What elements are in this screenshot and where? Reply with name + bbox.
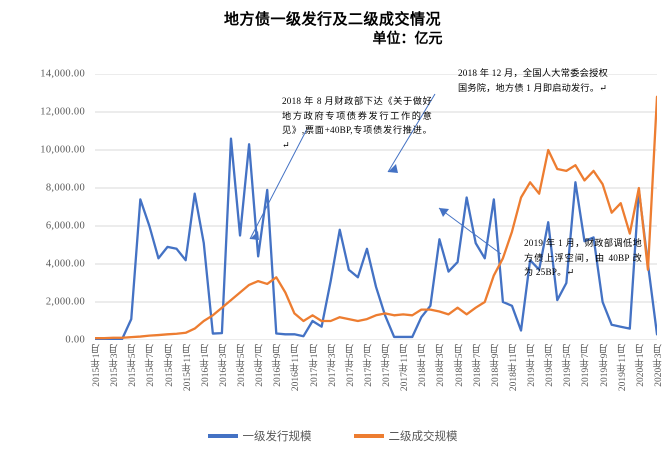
x-axis-tick-label: 2015年9月 — [164, 344, 175, 387]
x-axis-tick-label: 2016年1月 — [200, 344, 211, 387]
x-axis-tick-label: 2019年5月 — [563, 344, 574, 387]
x-axis-tick-label: 2015年7月 — [146, 344, 157, 387]
x-axis-tick-label: 2018年5月 — [454, 344, 465, 387]
chart-plot-svg — [95, 74, 657, 340]
x-axis: 2015年1月 2015年3月 2015年5月 2015年7月 2015年9月 2015年… — [92, 342, 664, 422]
x-axis-tick-label: 2015年5月 — [128, 344, 139, 387]
y-axis-tick-label: 6,000.00 — [45, 220, 85, 232]
legend-swatch-icon — [353, 434, 384, 438]
series-line-secondary — [95, 95, 657, 340]
y-axis-tick-label: 10,000.00 — [40, 144, 85, 156]
legend-item-primary[interactable]: 一级发行规模 — [207, 428, 312, 444]
y-axis-tick-label: 14,000.00 — [40, 68, 85, 80]
x-axis-tick-label: 2017年3月 — [327, 344, 338, 387]
x-axis-tick-label: 2018年11月 — [508, 344, 519, 392]
x-axis-tick-label: 2019年9月 — [599, 344, 610, 387]
annotation-policy-2018-08: 2018 年 8 月财政部下达《关于做好地方政府专项债券发行工作的意见》,票面+… — [282, 96, 432, 150]
x-axis-tick-label: 2019年11月 — [617, 344, 628, 392]
leader-line-2 — [387, 93, 436, 173]
x-axis-tick-label: 2017年1月 — [309, 344, 320, 387]
x-axis-tick-label: 2017年11月 — [400, 344, 411, 392]
leader-arrow-3 — [439, 208, 449, 217]
y-axis-tick-label: 12,000.00 — [40, 106, 85, 118]
leader-line-3 — [438, 207, 502, 255]
chart-legend: 一级发行规模 二级成交规模 — [0, 428, 665, 444]
legend-label: 一级发行规模 — [242, 431, 312, 443]
y-axis: 0.00 2,000.00 4,000.00 6,000.00 8,000.00 10,0… — [0, 69, 90, 346]
x-axis-tick-label: 2016年9月 — [273, 344, 284, 387]
annotation-leader-lines — [249, 93, 502, 255]
x-axis-tick-label: 2017年9月 — [382, 344, 393, 387]
x-axis-tick-label: 2020年3月 — [654, 344, 664, 387]
chart-subtitle: 单位：亿元 — [372, 32, 443, 47]
x-axis-tick-label: 2016年11月 — [291, 344, 302, 392]
series-lines — [95, 95, 657, 340]
y-axis-tick-label: 2,000.00 — [45, 296, 85, 308]
annotation-policy-2019-01: 2019 年 1 月，财政部调低地方债上浮空间，由 40BP 改为 25BP。↵ — [524, 238, 642, 277]
series-line-primary — [95, 137, 657, 340]
title-block: 地方债一级发行及二级成交情况 单位：亿元 — [0, 10, 665, 50]
x-axis-tick-label: 2019年3月 — [545, 344, 556, 387]
leader-arrow-1 — [250, 231, 259, 240]
y-axis-tick-label: 4,000.00 — [45, 258, 85, 270]
x-axis-tick-label: 2015年3月 — [110, 344, 121, 387]
page-title: 地方债一级发行及二级成交情况 — [223, 12, 441, 28]
legend-label: 二级成交规模 — [388, 431, 458, 443]
x-axis-tick-label: 2018年9月 — [490, 344, 501, 387]
x-axis-tick-label: 2016年7月 — [255, 344, 266, 387]
legend-swatch-icon — [207, 434, 238, 438]
x-axis-tick-label: 2015年11月 — [182, 344, 193, 392]
x-axis-tick-label: 2015年1月 — [92, 344, 102, 387]
x-axis-tick-label: 2019年7月 — [581, 344, 592, 387]
x-axis-tick-label: 2018年1月 — [418, 344, 429, 387]
x-axis-tick-label: 2016年5月 — [237, 344, 248, 387]
x-axis-tick-label: 2019年1月 — [527, 344, 538, 387]
leader-arrow-2 — [388, 164, 398, 173]
gridlines — [95, 74, 657, 340]
annotation-policy-2018-12: 2018 年 12 月，全国人大常委会授权国务院，地方债 1 月即启动发行。↵ — [458, 68, 608, 93]
y-axis-tick-label: 8,000.00 — [45, 182, 85, 194]
x-axis-tick-label: 2016年3月 — [218, 344, 229, 387]
x-axis-tick-label: 2017年7月 — [363, 344, 374, 387]
y-axis-tick-label: 0.00 — [65, 334, 85, 346]
legend-item-secondary[interactable]: 二级成交规模 — [353, 428, 458, 444]
x-axis-tick-label: 2017年5月 — [345, 344, 356, 387]
x-axis-tick-label: 2020年1月 — [635, 344, 646, 387]
x-axis-tick-label: 2018年3月 — [436, 344, 447, 387]
leader-line-1 — [249, 128, 308, 240]
x-axis-tick-label: 2018年7月 — [472, 344, 483, 387]
plot-area — [95, 74, 657, 340]
